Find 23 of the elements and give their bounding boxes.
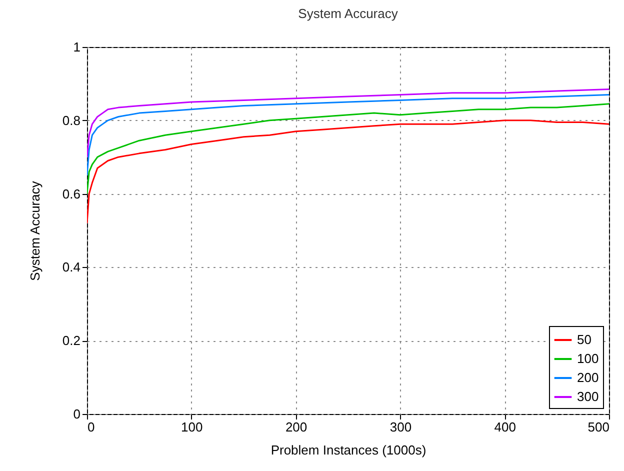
y-axis-title: System Accuracy	[27, 180, 42, 281]
x-tick-label: 200	[285, 420, 308, 434]
y-tick-label: 1	[73, 40, 80, 54]
x-tick-label: 0	[88, 420, 95, 434]
y-tick-label: 0.4	[62, 260, 80, 275]
y-tick-label: 0.2	[62, 333, 80, 348]
x-tick-label: 100	[181, 420, 203, 434]
x-axis-title: Problem Instances (1000s)	[270, 442, 426, 458]
line-series	[87, 120, 609, 224]
legend-label: 300	[577, 389, 599, 404]
legend-label: 200	[577, 370, 599, 385]
line-series	[87, 94, 609, 176]
y-tick-label: 0.6	[62, 186, 80, 202]
line-series	[87, 88, 609, 158]
x-tick-label: 300	[390, 420, 412, 434]
x-tick-label: 500	[588, 420, 610, 434]
y-tick-label: 0.8	[62, 112, 80, 128]
legend-label: 100	[577, 351, 599, 366]
x-tick-label: 400	[494, 420, 516, 434]
y-tick-label: 0	[73, 406, 80, 422]
line-series	[87, 103, 609, 195]
legend-label: 50	[577, 332, 592, 347]
chart-title: System Accuracy	[298, 6, 398, 21]
